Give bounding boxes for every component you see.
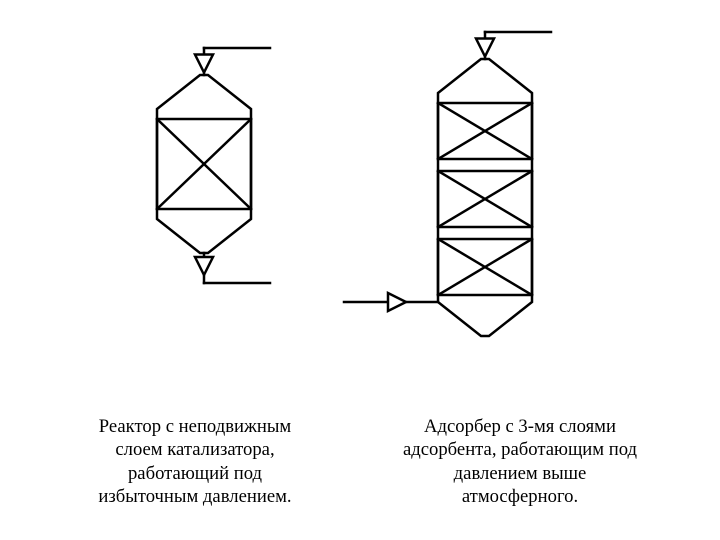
- reactor-caption: Реактор с неподвижным слоем катализатора…: [80, 415, 310, 508]
- figure-container: Реактор с неподвижным слоем катализатора…: [0, 0, 720, 540]
- diagrams-svg: [0, 0, 720, 390]
- adsorber-caption: Адсорбер с 3-мя слоями адсорбента, работ…: [395, 415, 645, 508]
